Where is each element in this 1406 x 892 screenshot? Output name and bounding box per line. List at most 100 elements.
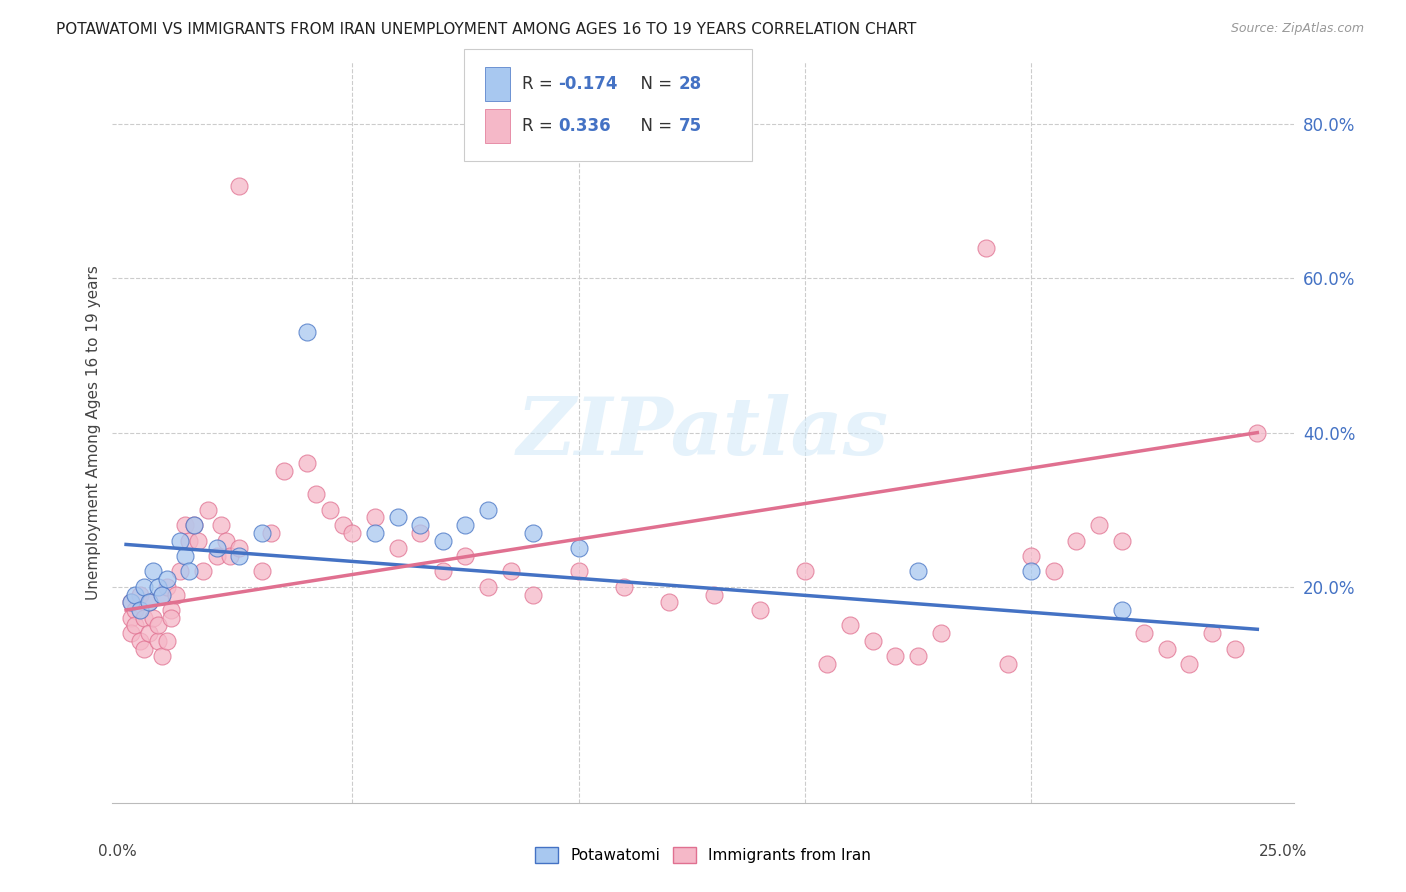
- Point: [454, 549, 477, 563]
- Point: [387, 541, 409, 556]
- Point: [613, 580, 636, 594]
- Point: [1019, 565, 1042, 579]
- Point: [1042, 565, 1064, 579]
- Y-axis label: Unemployment Among Ages 16 to 19 years: Unemployment Among Ages 16 to 19 years: [86, 265, 101, 600]
- Point: [160, 603, 183, 617]
- Point: [169, 565, 191, 579]
- Point: [1201, 626, 1223, 640]
- Text: ZIPatlas: ZIPatlas: [517, 394, 889, 471]
- Point: [1223, 641, 1246, 656]
- Point: [142, 610, 165, 624]
- Legend: Potawatomi, Immigrants from Iran: Potawatomi, Immigrants from Iran: [529, 841, 877, 869]
- Point: [499, 565, 522, 579]
- Point: [250, 565, 273, 579]
- Point: [295, 326, 318, 340]
- Point: [273, 464, 295, 478]
- Point: [907, 565, 929, 579]
- Point: [839, 618, 862, 632]
- Point: [260, 525, 283, 540]
- Point: [134, 610, 156, 624]
- Text: N =: N =: [630, 75, 678, 93]
- Point: [124, 588, 146, 602]
- Text: R =: R =: [522, 75, 558, 93]
- Point: [748, 603, 770, 617]
- Point: [658, 595, 681, 609]
- Text: POTAWATOMI VS IMMIGRANTS FROM IRAN UNEMPLOYMENT AMONG AGES 16 TO 19 YEARS CORREL: POTAWATOMI VS IMMIGRANTS FROM IRAN UNEMP…: [56, 22, 917, 37]
- Point: [477, 580, 499, 594]
- Text: R =: R =: [522, 117, 558, 135]
- Point: [228, 541, 250, 556]
- Point: [179, 565, 201, 579]
- Point: [522, 588, 544, 602]
- Point: [138, 626, 160, 640]
- Point: [219, 549, 242, 563]
- Point: [183, 518, 205, 533]
- Point: [120, 595, 142, 609]
- Point: [432, 565, 454, 579]
- Point: [160, 610, 183, 624]
- Point: [120, 595, 142, 609]
- Point: [884, 649, 907, 664]
- Point: [197, 502, 219, 516]
- Point: [169, 533, 191, 548]
- Point: [128, 603, 150, 617]
- Point: [138, 595, 160, 609]
- Point: [128, 588, 150, 602]
- Point: [477, 502, 499, 516]
- Point: [146, 633, 169, 648]
- Point: [929, 626, 952, 640]
- Point: [295, 457, 318, 471]
- Point: [209, 518, 232, 533]
- Point: [124, 603, 146, 617]
- Point: [205, 541, 228, 556]
- Point: [128, 633, 150, 648]
- Point: [387, 510, 409, 524]
- Point: [342, 525, 364, 540]
- Point: [120, 626, 142, 640]
- Text: 75: 75: [679, 117, 702, 135]
- Point: [1178, 657, 1201, 671]
- Point: [567, 565, 589, 579]
- Point: [432, 533, 454, 548]
- Point: [907, 649, 929, 664]
- Point: [183, 518, 205, 533]
- Point: [1156, 641, 1178, 656]
- Point: [228, 178, 250, 193]
- Point: [165, 588, 187, 602]
- Point: [409, 525, 432, 540]
- Point: [173, 518, 195, 533]
- Point: [191, 565, 214, 579]
- Point: [409, 518, 432, 533]
- Point: [703, 588, 725, 602]
- Point: [187, 533, 209, 548]
- Point: [124, 618, 146, 632]
- Point: [120, 610, 142, 624]
- Point: [228, 549, 250, 563]
- Point: [179, 533, 201, 548]
- Point: [156, 572, 179, 586]
- Point: [150, 649, 173, 664]
- Point: [793, 565, 815, 579]
- Point: [134, 641, 156, 656]
- Point: [862, 633, 884, 648]
- Text: 0.336: 0.336: [558, 117, 610, 135]
- Point: [305, 487, 328, 501]
- Point: [146, 580, 169, 594]
- Point: [1111, 603, 1133, 617]
- Point: [364, 510, 387, 524]
- Point: [1019, 549, 1042, 563]
- Point: [332, 518, 354, 533]
- Text: 25.0%: 25.0%: [1260, 845, 1308, 859]
- Text: 28: 28: [679, 75, 702, 93]
- Point: [156, 633, 179, 648]
- Point: [150, 588, 173, 602]
- Point: [1133, 626, 1156, 640]
- Point: [318, 502, 340, 516]
- Point: [156, 580, 179, 594]
- Text: -0.174: -0.174: [558, 75, 617, 93]
- Point: [997, 657, 1019, 671]
- Point: [817, 657, 839, 671]
- Point: [173, 549, 195, 563]
- Text: 0.0%: 0.0%: [98, 845, 138, 859]
- Point: [364, 525, 387, 540]
